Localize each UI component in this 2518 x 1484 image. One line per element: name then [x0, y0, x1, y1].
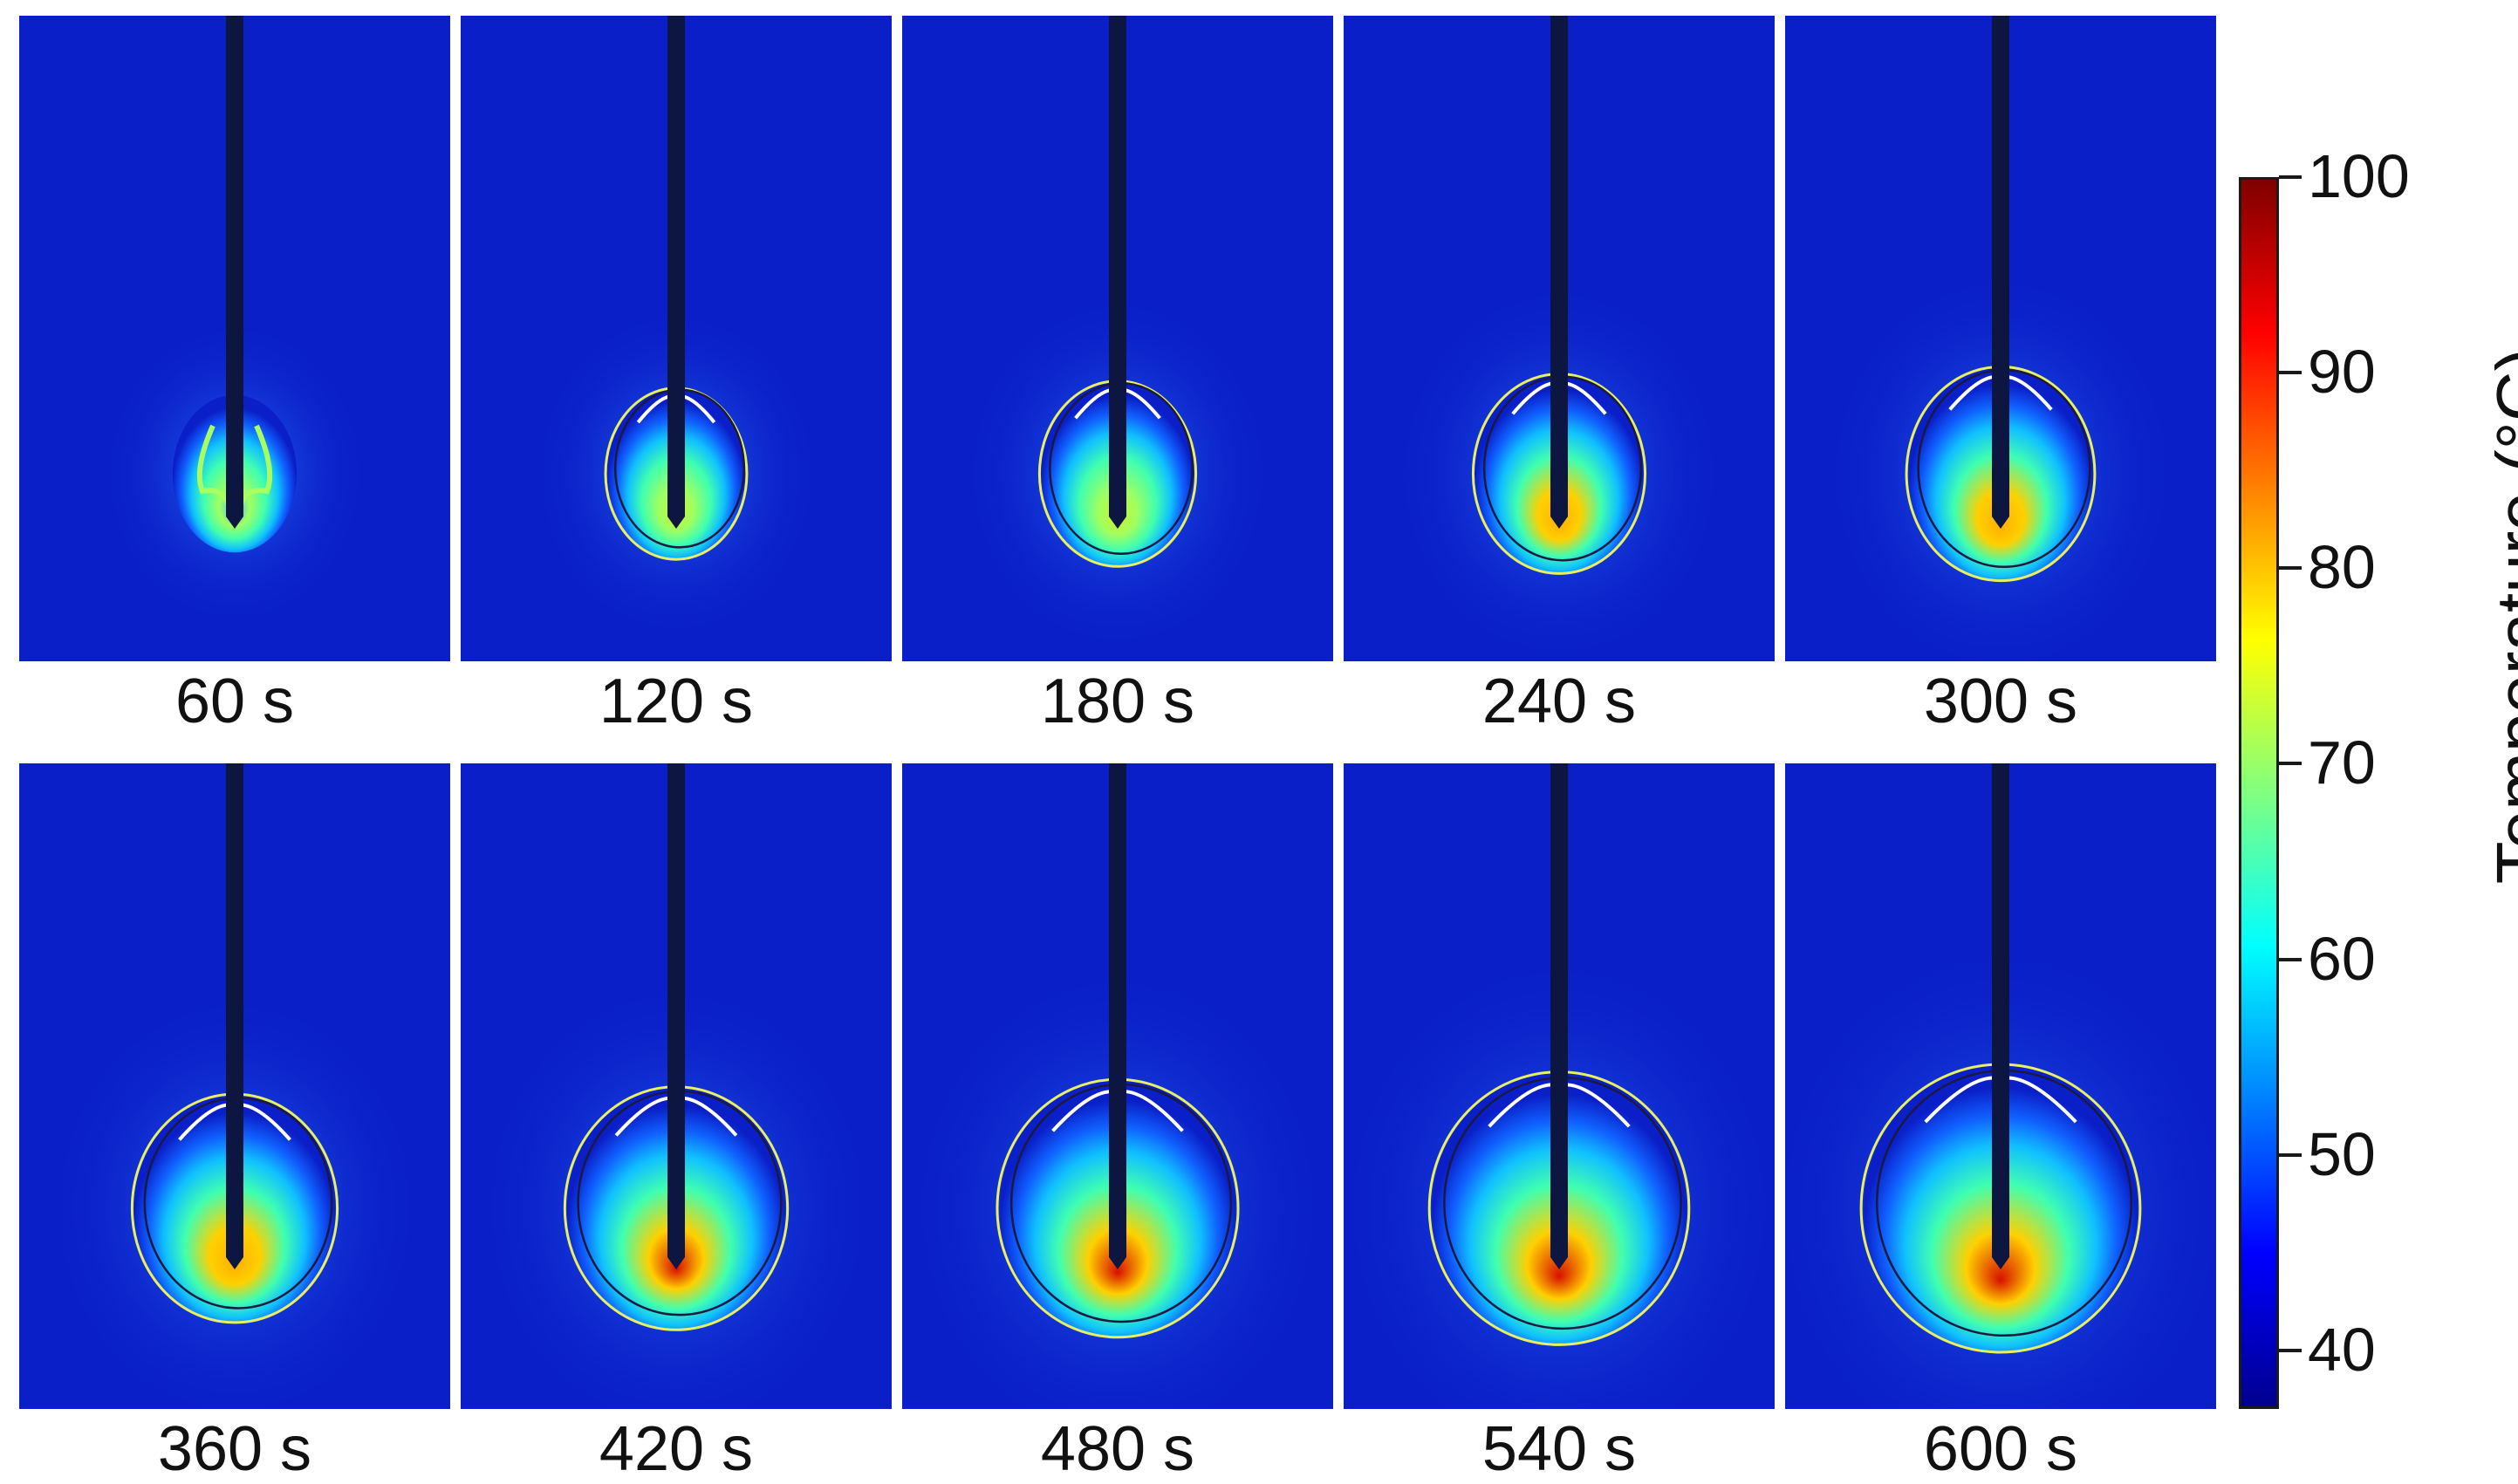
- colorbar: [2239, 177, 2279, 1409]
- colorbar-tick: [2279, 762, 2302, 766]
- colorbar-tick: [2279, 566, 2302, 571]
- colorbar-tick: [2279, 175, 2302, 179]
- colorbar-tick-label: 40: [2308, 1315, 2376, 1384]
- probe-needle: [226, 16, 243, 529]
- colorbar-tick: [2279, 371, 2302, 375]
- colorbar-tick-label: 50: [2308, 1119, 2376, 1188]
- probe-needle: [1992, 16, 2009, 529]
- time-label: 600 s: [1923, 1414, 2078, 1484]
- colorbar-tick-label: 80: [2308, 533, 2376, 602]
- time-label: 360 s: [157, 1414, 312, 1484]
- probe-needle: [1109, 763, 1126, 1269]
- temperature-map-480s: [902, 763, 1333, 1409]
- probe-needle: [1550, 16, 1568, 529]
- probe-needle: [667, 763, 685, 1269]
- colorbar-title: Temperature (°C): [2482, 347, 2518, 885]
- temperature-map-540s: [1344, 763, 1775, 1409]
- temperature-map-240s: [1344, 16, 1775, 661]
- time-label: 480 s: [1040, 1414, 1195, 1484]
- probe-needle: [1109, 16, 1126, 529]
- colorbar-tick-label: 60: [2308, 924, 2376, 993]
- probe-needle: [667, 16, 685, 529]
- temperature-map-300s: [1785, 16, 2216, 661]
- time-label: 120 s: [599, 667, 754, 736]
- time-label: 180 s: [1040, 667, 1195, 736]
- probe-needle: [1992, 763, 2009, 1269]
- probe-needle: [226, 763, 243, 1269]
- time-label: 420 s: [599, 1414, 754, 1484]
- colorbar-tick-label: 100: [2308, 142, 2410, 210]
- temperature-map-120s: [461, 16, 892, 661]
- colorbar-tick: [2279, 957, 2302, 961]
- temperature-map-60s: [19, 16, 450, 661]
- temperature-map-600s: [1785, 763, 2216, 1409]
- temperature-map-420s: [461, 763, 892, 1409]
- time-label: 540 s: [1481, 1414, 1637, 1484]
- temperature-map-180s: [902, 16, 1333, 661]
- colorbar-tick-label: 70: [2308, 728, 2376, 797]
- probe-needle: [1550, 763, 1568, 1269]
- time-label: 300 s: [1923, 667, 2078, 736]
- time-label: 60 s: [174, 667, 295, 736]
- time-label: 240 s: [1481, 667, 1637, 736]
- colorbar-tick: [2279, 1152, 2302, 1157]
- temperature-map-360s: [19, 763, 450, 1409]
- colorbar-tick: [2279, 1348, 2302, 1352]
- colorbar-tick-label: 90: [2308, 338, 2376, 407]
